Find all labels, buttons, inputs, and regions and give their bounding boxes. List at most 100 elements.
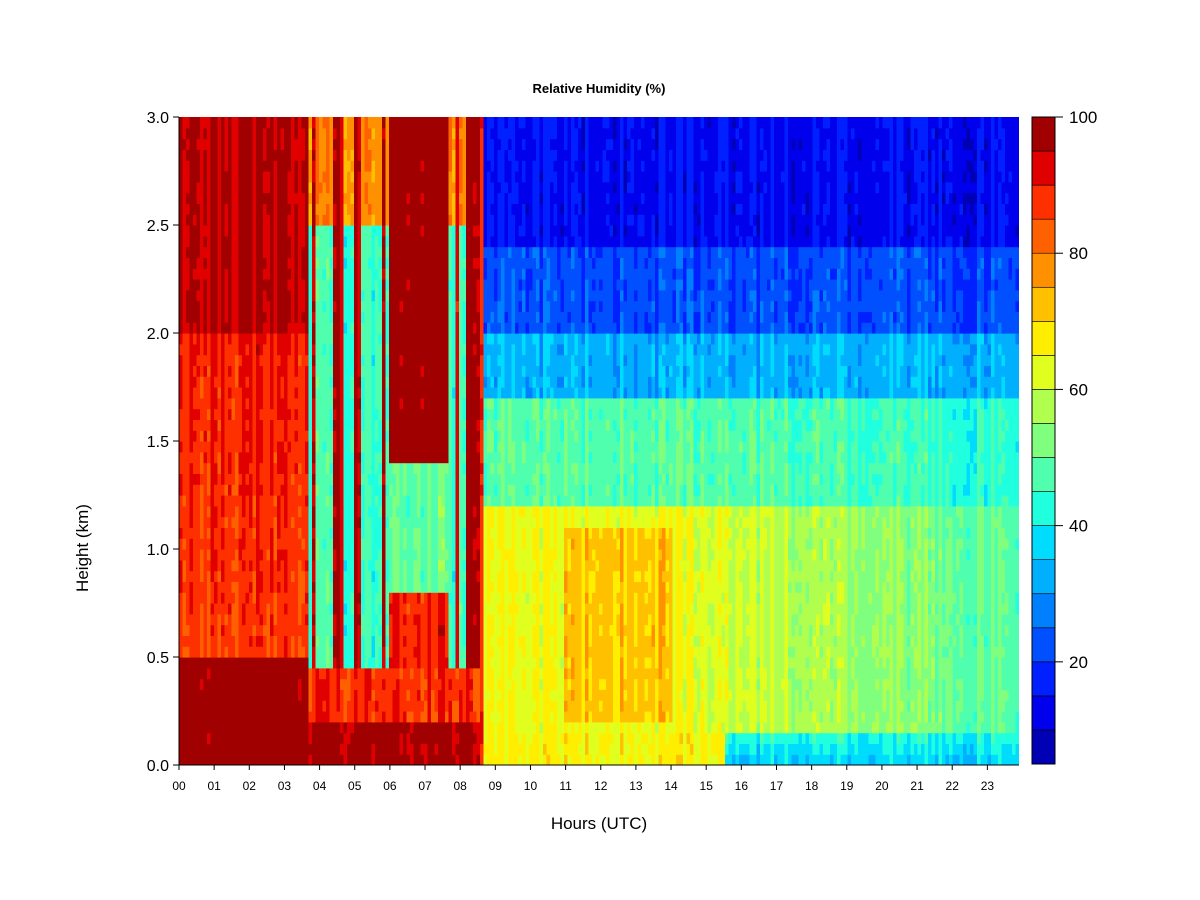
- heatmap-cell: [452, 646, 457, 658]
- heatmap-cell: [403, 505, 408, 518]
- heatmap-cell: [231, 603, 236, 615]
- heatmap-cell: [291, 181, 296, 194]
- heatmap-cell: [410, 343, 415, 356]
- heatmap-cell: [424, 279, 429, 291]
- heatmap-cell: [364, 505, 369, 518]
- heatmap-cell: [333, 754, 338, 765]
- heatmap-cell: [375, 527, 380, 539]
- heatmap-cell: [256, 192, 261, 204]
- heatmap-cell: [242, 549, 247, 561]
- heatmap-cell: [375, 117, 380, 129]
- heatmap-cell: [182, 549, 187, 561]
- heatmap-cell: [469, 678, 474, 690]
- heatmap-cell: [203, 311, 208, 323]
- heatmap-cell: [424, 592, 429, 604]
- heatmap-cell: [466, 495, 471, 507]
- heatmap-cell: [284, 376, 289, 388]
- heatmap-cell: [413, 451, 418, 464]
- heatmap-cell: [333, 635, 338, 647]
- heatmap-cell: [228, 257, 233, 269]
- heatmap-cell: [284, 732, 289, 744]
- heatmap-cell: [448, 300, 453, 312]
- heatmap-cell: [378, 635, 383, 647]
- heatmap-cell: [280, 354, 285, 366]
- heatmap-cell: [252, 127, 257, 140]
- heatmap-cell: [326, 171, 331, 183]
- heatmap-cell: [382, 613, 387, 626]
- heatmap-cell: [210, 343, 215, 356]
- heatmap-cell: [417, 376, 422, 388]
- heatmap-cell: [434, 160, 439, 172]
- heatmap-cell: [347, 214, 352, 226]
- heatmap-cell: [280, 451, 285, 464]
- heatmap-cell: [462, 743, 467, 755]
- heatmap-cell: [249, 754, 254, 765]
- heatmap-cell: [347, 149, 352, 161]
- heatmap-cell: [249, 235, 254, 248]
- heatmap-cell: [378, 149, 383, 161]
- heatmap-cell: [273, 549, 278, 561]
- heatmap-cell: [431, 613, 436, 626]
- heatmap-cell: [214, 505, 219, 518]
- heatmap-cell: [301, 171, 306, 183]
- heatmap-cell: [196, 581, 201, 593]
- heatmap-cell: [403, 235, 408, 248]
- heatmap-cell: [357, 505, 362, 518]
- heatmap-cell: [364, 117, 369, 129]
- heatmap-cell: [354, 322, 359, 334]
- heatmap-cell: [431, 354, 436, 366]
- heatmap-cell: [277, 646, 282, 658]
- heatmap-cell: [392, 138, 397, 150]
- heatmap-cell: [333, 559, 338, 572]
- heatmap-cell: [406, 441, 411, 453]
- heatmap-cell: [322, 225, 327, 237]
- heatmap-cell: [189, 592, 194, 604]
- heatmap-cell: [322, 171, 327, 183]
- heatmap-cell: [287, 549, 292, 561]
- heatmap-cell: [410, 160, 415, 172]
- heatmap-cell: [371, 343, 376, 356]
- heatmap-cell: [399, 549, 404, 561]
- heatmap-cell: [431, 538, 436, 550]
- heatmap-cell: [315, 376, 320, 388]
- heatmap-cell: [186, 657, 191, 669]
- heatmap-cell: [410, 397, 415, 410]
- heatmap-cell: [340, 214, 345, 226]
- heatmap-cell: [392, 646, 397, 658]
- heatmap-cell: [368, 635, 373, 647]
- heatmap-cell: [340, 549, 345, 561]
- heatmap-cell: [235, 732, 240, 744]
- heatmap-cell: [413, 117, 418, 129]
- heatmap-cell: [368, 451, 373, 464]
- heatmap-cell: [301, 635, 306, 647]
- heatmap-cell: [189, 203, 194, 215]
- heatmap-cell: [259, 181, 264, 194]
- heatmap-cell: [263, 333, 268, 345]
- heatmap-cell: [413, 289, 418, 302]
- heatmap-cell: [182, 300, 187, 312]
- heatmap-cell: [382, 279, 387, 291]
- heatmap-cell: [445, 592, 450, 604]
- heatmap-cell: [441, 214, 446, 226]
- heatmap-cell: [389, 311, 394, 323]
- heatmap-cell: [308, 246, 313, 258]
- heatmap-cell: [438, 171, 443, 183]
- heatmap-cell: [273, 333, 278, 345]
- heatmap-cell: [301, 711, 306, 723]
- heatmap-cell: [203, 646, 208, 658]
- heatmap-cell: [343, 559, 348, 572]
- heatmap-cell: [385, 311, 390, 323]
- heatmap-cell: [385, 657, 390, 669]
- heatmap-cell: [420, 214, 425, 226]
- heatmap-cell: [217, 549, 222, 561]
- heatmap-cell: [357, 181, 362, 194]
- heatmap-cell: [301, 581, 306, 593]
- heatmap-cell: [371, 505, 376, 518]
- heatmap-cell: [459, 343, 464, 356]
- heatmap-cell: [322, 289, 327, 302]
- heatmap-cell: [434, 387, 439, 399]
- heatmap-cell: [406, 484, 411, 496]
- heatmap-cell: [445, 181, 450, 194]
- heatmap-cell: [301, 365, 306, 377]
- heatmap-cell: [238, 225, 243, 237]
